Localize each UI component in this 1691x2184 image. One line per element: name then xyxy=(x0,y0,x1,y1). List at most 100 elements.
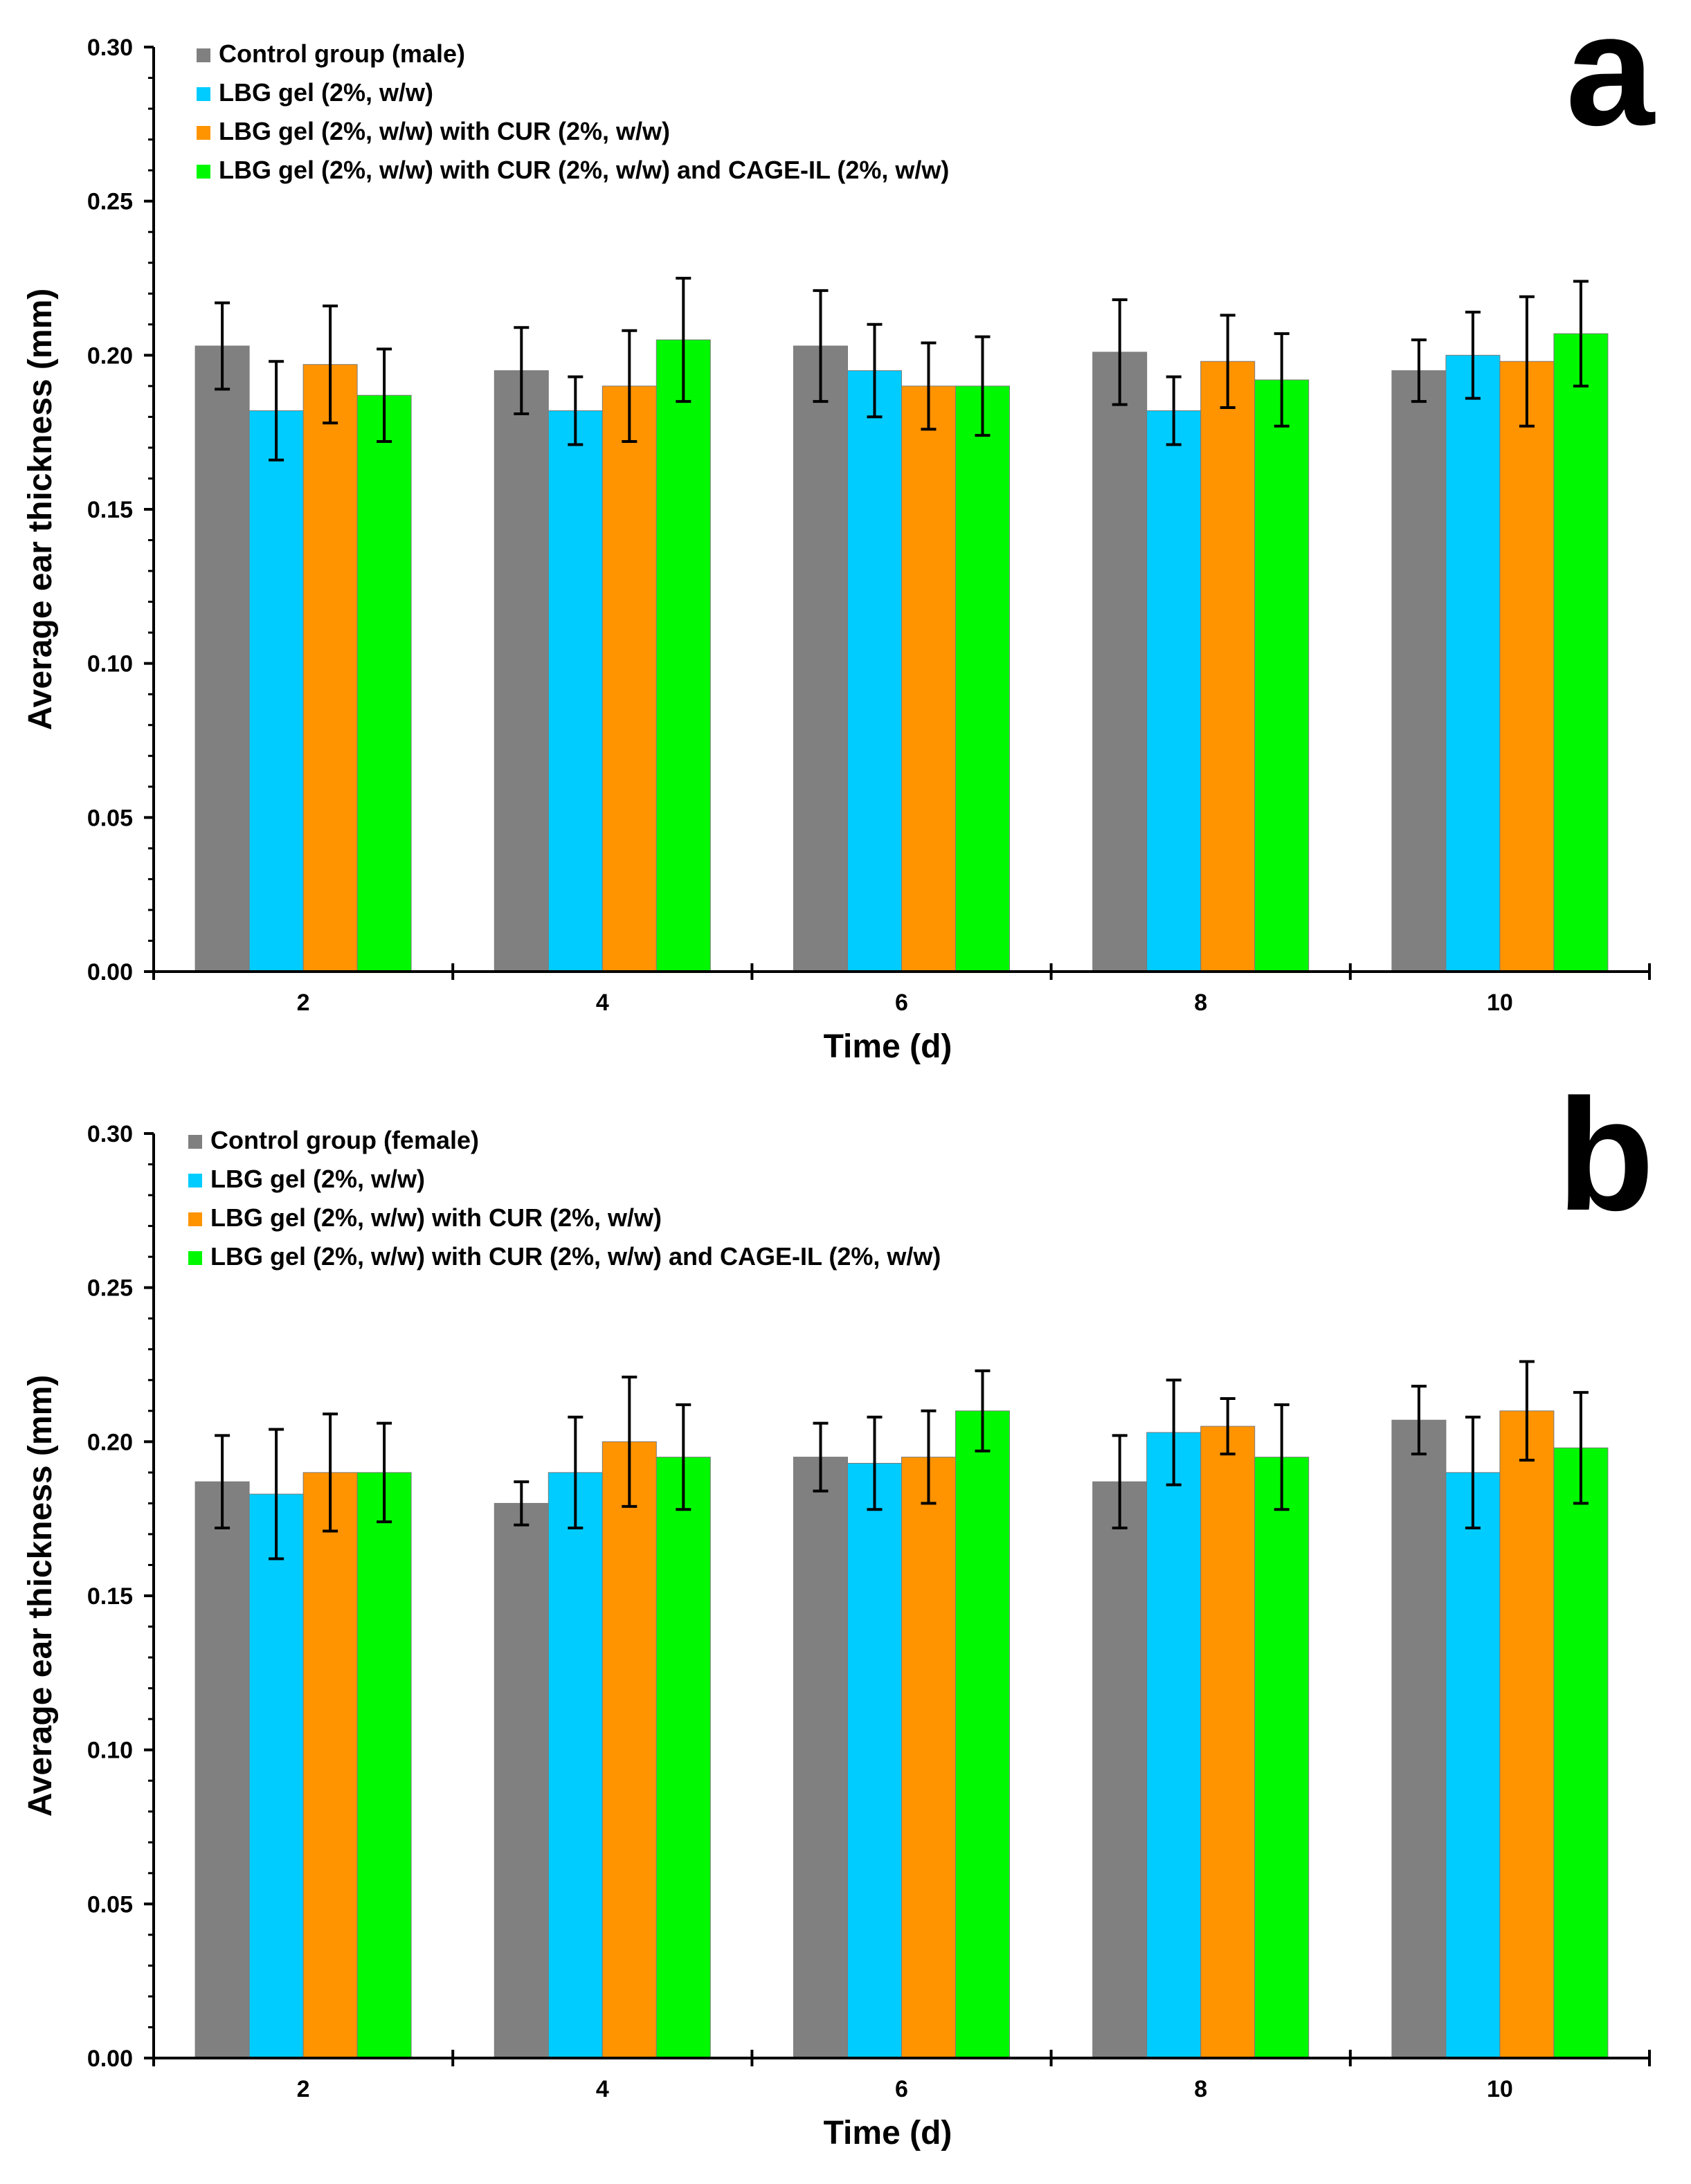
y-tick-label: 0.30 xyxy=(87,35,133,61)
legend: Control group (female) LBG gel (2%, w/w) L… xyxy=(188,1126,941,1271)
error-bar-a-s2-t8 xyxy=(1220,313,1236,410)
bar-a-s3-t4 xyxy=(655,339,711,972)
error-bar-b-s0-t6 xyxy=(813,1421,829,1493)
x-tick-label: 8 xyxy=(1194,990,1207,1016)
error-bar-a-s3-t4 xyxy=(676,277,691,403)
bar-b-s1-t10 xyxy=(1445,1472,1501,2059)
error-bar-b-s3-t4 xyxy=(676,1403,691,1511)
error-bar-a-s1-t8 xyxy=(1166,375,1182,446)
error-bar-b-s3-t6 xyxy=(975,1369,991,1453)
error-bar-a-s0-t4 xyxy=(514,326,530,415)
y-tick-label: 0.25 xyxy=(87,1275,133,1302)
bar-a-s1-t10 xyxy=(1445,354,1501,972)
error-bar-a-s3-t8 xyxy=(1274,332,1290,428)
y-tick-label: 0.00 xyxy=(87,2046,133,2072)
bar-b-s1-t6 xyxy=(847,1463,902,2059)
bar-a-s3-t2 xyxy=(356,394,412,972)
bar-b-s0-t2 xyxy=(195,1481,250,2059)
y-axis-title: Average ear thickness (mm) xyxy=(22,1375,59,1817)
error-bar-a-s0-t6 xyxy=(813,289,829,403)
bar-b-s0-t8 xyxy=(1092,1481,1148,2059)
bar-a-s2-t8 xyxy=(1200,361,1256,972)
legend-swatch xyxy=(188,1251,202,1265)
error-bar-b-s3-t10 xyxy=(1573,1391,1589,1505)
y-tick-label: 0.05 xyxy=(87,805,133,831)
error-bar-a-s1-t2 xyxy=(269,360,284,462)
bar-a-s2-t6 xyxy=(901,385,956,972)
bar-a-s3-t8 xyxy=(1254,379,1310,972)
error-bar-a-s0-t10 xyxy=(1411,338,1427,403)
error-bar-a-s0-t2 xyxy=(215,301,230,391)
x-tick-label: 6 xyxy=(895,2076,908,2102)
y-tick-label: 0.00 xyxy=(87,959,133,985)
error-bar-b-s0-t8 xyxy=(1112,1434,1128,1530)
error-bar-b-s3-t8 xyxy=(1274,1403,1290,1511)
bar-b-s0-t10 xyxy=(1391,1419,1447,2059)
error-bar-b-s3-t2 xyxy=(377,1421,392,1524)
legend-swatch xyxy=(197,87,210,101)
y-tick-label: 0.20 xyxy=(87,343,133,369)
panel-label: a xyxy=(1566,0,1656,158)
error-bar-b-s2-t6 xyxy=(921,1409,937,1505)
panel-label: b xyxy=(1557,1066,1655,1244)
legend: Control group (male) LBG gel (2%, w/w) LBG… xyxy=(197,39,949,184)
error-bar-a-s2-t2 xyxy=(323,304,338,425)
legend-label: Control group (male) xyxy=(219,39,465,68)
y-tick-label: 0.25 xyxy=(87,189,133,215)
x-axis-title: Time (d) xyxy=(824,2115,952,2151)
bar-a-s0-t8 xyxy=(1092,352,1148,972)
error-bar-b-s2-t10 xyxy=(1519,1360,1535,1462)
legend-swatch xyxy=(197,48,210,62)
x-tick-label: 4 xyxy=(596,990,609,1016)
bar-a-s0-t6 xyxy=(793,345,848,972)
error-bar-b-s1-t2 xyxy=(269,1428,284,1560)
bar-b-s3-t6 xyxy=(955,1410,1010,2059)
error-bar-b-s1-t10 xyxy=(1465,1415,1481,1530)
bar-b-s1-t2 xyxy=(248,1493,304,2059)
error-bar-a-s0-t8 xyxy=(1112,298,1128,406)
y-tick-label: 0.05 xyxy=(87,1891,133,1918)
legend-swatch xyxy=(197,165,210,179)
error-bar-a-s1-t6 xyxy=(867,322,883,419)
x-tick-label: 2 xyxy=(297,2076,310,2102)
y-tick-label: 0.10 xyxy=(87,651,133,677)
bar-b-s2-t10 xyxy=(1499,1410,1555,2059)
error-bar-b-s1-t8 xyxy=(1166,1378,1182,1486)
error-bar-b-s0-t2 xyxy=(215,1434,230,1530)
bar-a-s2-t10 xyxy=(1499,361,1555,972)
chart-panel-b: 0.00 0.05 0.10 0.15 0.20 0.25 0.30 2 4 6 8 10 Time (… xyxy=(22,1066,1654,2151)
x-tick-label: 10 xyxy=(1487,2076,1513,2102)
legend-label: LBG gel (2%, w/w) with CUR (2%, w/w) xyxy=(219,117,670,145)
bar-a-s3-t6 xyxy=(955,385,1010,972)
bar-a-s1-t4 xyxy=(548,410,603,972)
legend-label: LBG gel (2%, w/w) xyxy=(210,1165,425,1193)
x-tick-label: 8 xyxy=(1194,2076,1207,2102)
bar-b-s2-t4 xyxy=(602,1441,657,2059)
bar-b-s2-t6 xyxy=(901,1457,956,2059)
error-bar-b-s1-t6 xyxy=(867,1415,883,1511)
bar-b-s1-t8 xyxy=(1146,1432,1202,2059)
y-tick-label: 0.15 xyxy=(87,497,133,523)
error-bar-b-s0-t4 xyxy=(514,1480,530,1527)
chart-panel-a: 0.00 0.05 0.10 0.15 0.20 0.25 0.30 2 4 6 8 10 Time (… xyxy=(22,0,1656,1065)
error-bar-a-s2-t4 xyxy=(622,329,637,444)
error-bar-a-s3-t10 xyxy=(1573,280,1589,388)
error-bar-a-s2-t10 xyxy=(1519,295,1535,428)
error-bar-a-s3-t6 xyxy=(975,335,991,437)
x-axis-title: Time (d) xyxy=(824,1028,952,1065)
bar-b-s3-t2 xyxy=(356,1472,412,2059)
bar-b-s1-t4 xyxy=(548,1472,603,2059)
bar-a-s0-t4 xyxy=(494,370,549,972)
legend-label: LBG gel (2%, w/w) with CUR (2%, w/w) and… xyxy=(219,156,949,184)
y-tick-label: 0.20 xyxy=(87,1429,133,1455)
bar-a-s0-t10 xyxy=(1391,370,1447,972)
bar-a-s0-t2 xyxy=(195,345,250,972)
bar-a-s1-t8 xyxy=(1146,410,1202,972)
y-tick-label: 0.30 xyxy=(87,1121,133,1147)
legend-label: LBG gel (2%, w/w) with CUR (2%, w/w) and… xyxy=(210,1242,941,1271)
bar-b-s0-t4 xyxy=(494,1502,549,2059)
bar-a-s2-t2 xyxy=(302,364,358,972)
x-tick-label: 2 xyxy=(297,990,310,1016)
legend-swatch xyxy=(188,1174,202,1187)
